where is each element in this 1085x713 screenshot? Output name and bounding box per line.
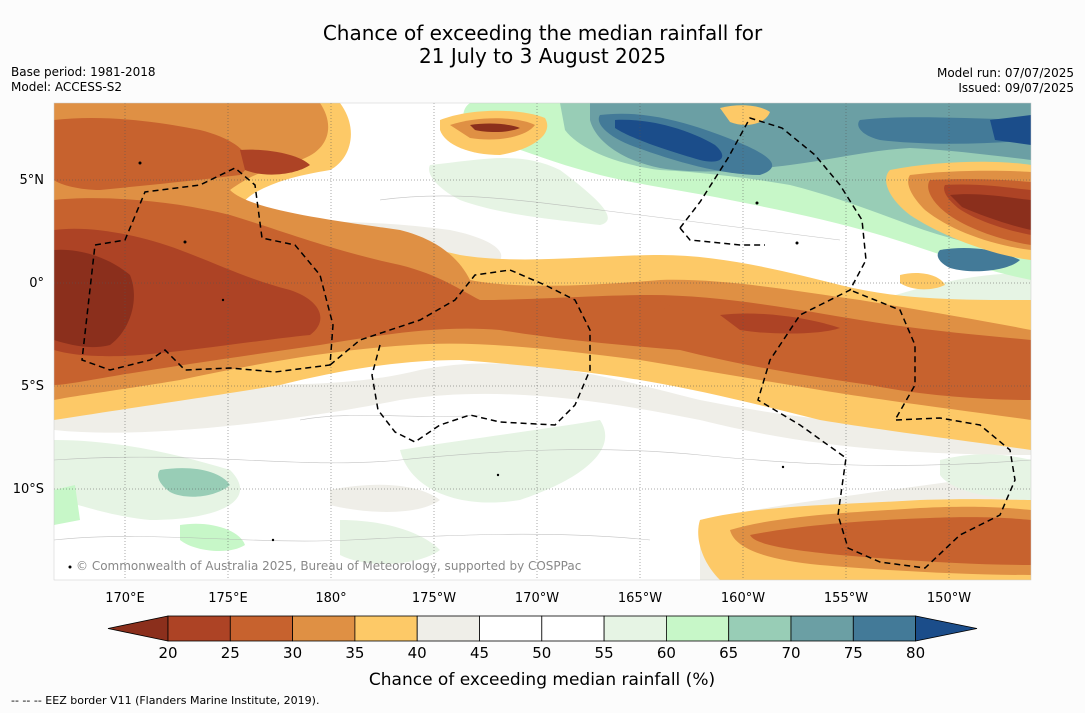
meta-right: Model run: 07/07/2025 Issued: 09/07/2025 — [937, 66, 1074, 96]
colorbar-tick-label: 55 — [595, 644, 614, 662]
contour-lines — [54, 195, 1031, 542]
colorbar-tick-label: 65 — [719, 644, 738, 662]
colorbar-tick-label: 60 — [657, 644, 676, 662]
lon-label: 170°E — [105, 591, 145, 606]
colorbar-segment — [852, 615, 916, 642]
colorbar-segment — [541, 615, 605, 642]
map-title-line2: 21 July to 3 August 2025 — [419, 44, 666, 68]
colorbar-tick-label: 70 — [781, 644, 800, 662]
colorbar-tick-label: 30 — [283, 644, 302, 662]
lat-label: 0° — [29, 276, 44, 291]
eez-legend-note: -- -- -- EEZ border V11 (Flanders Marine… — [11, 694, 320, 707]
lon-label: 165°W — [618, 591, 662, 606]
issued-date: Issued: 09/07/2025 — [958, 81, 1074, 95]
map-title-line1: Chance of exceeding the median rainfall … — [322, 21, 763, 45]
colorbar-tick-label: 20 — [158, 644, 177, 662]
gridlines — [54, 103, 1031, 580]
map-frame — [53, 102, 1032, 581]
lon-label: 160°W — [721, 591, 765, 606]
colorbar-segment — [354, 615, 418, 642]
colorbar-segment — [292, 615, 356, 642]
islands — [68, 161, 799, 569]
colorbar-label: Chance of exceeding median rainfall (%) — [369, 670, 715, 690]
model-run: Model run: 07/07/2025 — [936, 66, 1074, 80]
base-period: Base period: 1981-2018 — [11, 65, 156, 79]
colorbar-tick-label: 45 — [470, 644, 489, 662]
lon-labels: 170°E 175°E 180° 175°W 170°W 165°W 160°W… — [105, 591, 971, 606]
colorbar-segment — [728, 615, 792, 642]
colorbar-segment — [666, 615, 730, 642]
colorbar-segment — [229, 615, 294, 642]
lat-labels: 5°N 0° 5°S 10°S — [13, 173, 44, 497]
lon-label: 155°W — [824, 591, 868, 606]
lon-label: 180° — [315, 591, 346, 606]
colorbar-segment — [416, 615, 480, 642]
lon-label: 175°W — [412, 591, 456, 606]
colorbar-extend-high — [915, 615, 978, 642]
lon-label: 175°E — [208, 591, 248, 606]
colorbar-extend-low — [107, 615, 169, 642]
colorbar-tick-label: 80 — [906, 644, 925, 662]
colorbar-tick-label: 75 — [844, 644, 863, 662]
meta-left: Base period: 1981-2018 Model: ACCESS-S2 — [11, 65, 156, 95]
model-name: Model: ACCESS-S2 — [11, 80, 123, 94]
lat-label: 5°S — [21, 379, 44, 394]
colorbar-tick-label: 35 — [345, 644, 364, 662]
colorbar-segment — [603, 615, 667, 642]
colorbar-tick-label: 25 — [221, 644, 240, 662]
colorbar: 20 25 30 35 40 45 50 55 60 65 70 75 80 — [107, 615, 978, 662]
map-plot-area: © Commonwealth of Australia 2025, Bureau… — [54, 103, 1031, 580]
colorbar-tick-label: 50 — [532, 644, 551, 662]
lon-label: 150°W — [927, 591, 971, 606]
lat-label: 5°N — [20, 173, 45, 188]
colorbar-segment — [479, 615, 543, 642]
colorbar-tick-label: 40 — [408, 644, 427, 662]
colorbar-segment — [790, 615, 854, 642]
lon-label: 170°W — [515, 591, 559, 606]
eez-borders — [81, 117, 1016, 569]
lat-label: 10°S — [13, 482, 44, 497]
copyright-text: © Commonwealth of Australia 2025, Bureau… — [76, 559, 581, 573]
colorbar-segment — [167, 615, 231, 642]
